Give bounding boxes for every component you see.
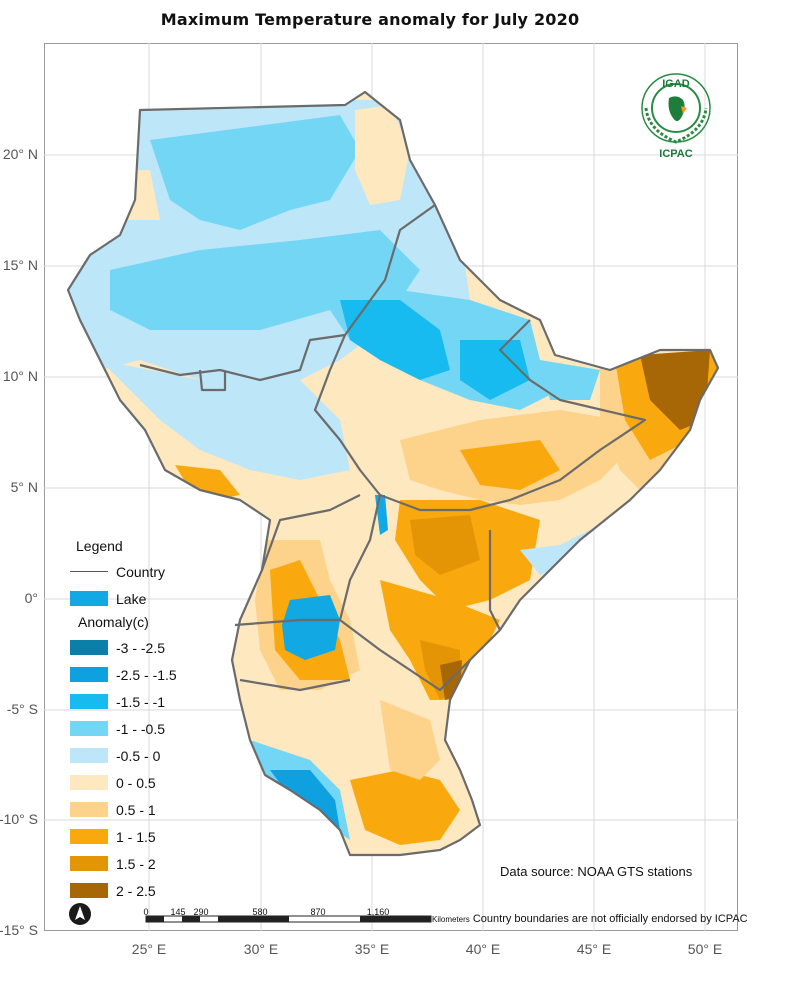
lat-label-15s: -15° S [0,922,38,938]
legend-class-row: -0.5 - 0 [70,742,260,769]
scale-tick-580: 580 [252,907,268,917]
legend-class-row: -1 - -0.5 [70,715,260,742]
lat-label-10n: 10° N [2,368,38,384]
lake-swatch [70,591,108,606]
legend-class-row: 1.5 - 2 [70,850,260,877]
legend-class-swatch [70,694,108,709]
legend-class-swatch [70,721,108,736]
lon-label-35e: 35° E [354,941,390,957]
legend-country-row: Country [70,558,260,585]
data-source-note: Data source: NOAA GTS stations [500,864,693,879]
legend-class-swatch [70,829,108,844]
legend-class-swatch [70,883,108,898]
lat-label-15n: 15° N [2,257,38,273]
legend-title: Legend [76,538,123,554]
legend-class-label: -1 - -0.5 [116,720,166,737]
legend-class-label: -0.5 - 0 [116,747,161,764]
legend-class-row: -2.5 - -1.5 [70,661,260,688]
lat-label-0: 0° [24,590,38,606]
country-boundaries [66,90,720,857]
legend-class-swatch [70,775,108,790]
north-arrow-icon [69,903,91,925]
map-frame [44,43,738,931]
legend-class-label: 0.5 - 1 [116,801,156,818]
legend-class-swatch [70,640,108,655]
legend-classes: -3 - -2.5 -2.5 - -1.5 -1.5 - -1 -1 - -0.5 -0… [70,634,260,904]
scale-tick-870: 870 [310,907,326,917]
logo-text-igad: IGAD [662,78,690,90]
map-title: Maximum Temperature anomaly for July 202… [160,10,580,29]
lon-label-50e: 50° E [687,941,723,957]
scale-unit-label: Kilometers [432,915,470,924]
legend-anomaly-title: Anomaly(c) [78,614,149,630]
legend-lake-row: Lake [70,585,260,612]
lon-label-30e: 30° E [243,941,279,957]
legend-class-label: 2 - 2.5 [116,882,156,899]
legend-class-label: 0 - 0.5 [116,774,156,791]
laurel-emblem-icon [641,73,711,144]
logo-text-icpac: ICPAC [659,148,693,160]
legend-country-label: Country [116,563,166,580]
legend-class-label: 1 - 1.5 [116,828,156,845]
lon-label-45e: 45° E [576,941,612,957]
boundary-disclaimer: Kilometers Country boundaries are not of… [432,913,748,925]
legend-class-row: 1 - 1.5 [70,823,260,850]
lat-label-20n: 20° N [2,146,38,162]
legend-lake-label: Lake [116,590,147,607]
igad-icpac-logo: IGAD ICPAC [633,68,719,168]
country-line-symbol [70,571,108,572]
lon-label-25e: 25° E [131,941,167,957]
legend-class-label: -1.5 - -1 [116,693,166,710]
lon-label-40e: 40° E [465,941,501,957]
legend-class-row: -3 - -2.5 [70,634,260,661]
scale-tick-1160: 1,160 [366,907,390,917]
legend-class-swatch [70,667,108,682]
legend-class-row: 0.5 - 1 [70,796,260,823]
scale-tick-290: 290 [193,907,209,917]
legend-class-label: -3 - -2.5 [116,639,166,656]
legend-class-swatch [70,748,108,763]
legend-class-row: 2 - 2.5 [70,877,260,904]
legend-class-swatch [70,856,108,871]
legend: Legend Country Lake Anomaly(c) -3 - -2.5… [70,538,260,904]
legend-class-label: -2.5 - -1.5 [116,666,177,683]
disclaimer-text: Country boundaries are not officially en… [472,913,748,925]
legend-class-swatch [70,802,108,817]
lat-label-5n: 5° N [10,479,38,495]
scale-tick-0: 0 [143,907,149,917]
lat-label-5s: -5° S [6,701,38,717]
legend-class-label: 1.5 - 2 [116,855,156,872]
scale-tick-145: 145 [170,907,186,917]
legend-class-row: -1.5 - -1 [70,688,260,715]
legend-class-row: 0 - 0.5 [70,769,260,796]
lat-label-10s: -10° S [0,811,38,827]
